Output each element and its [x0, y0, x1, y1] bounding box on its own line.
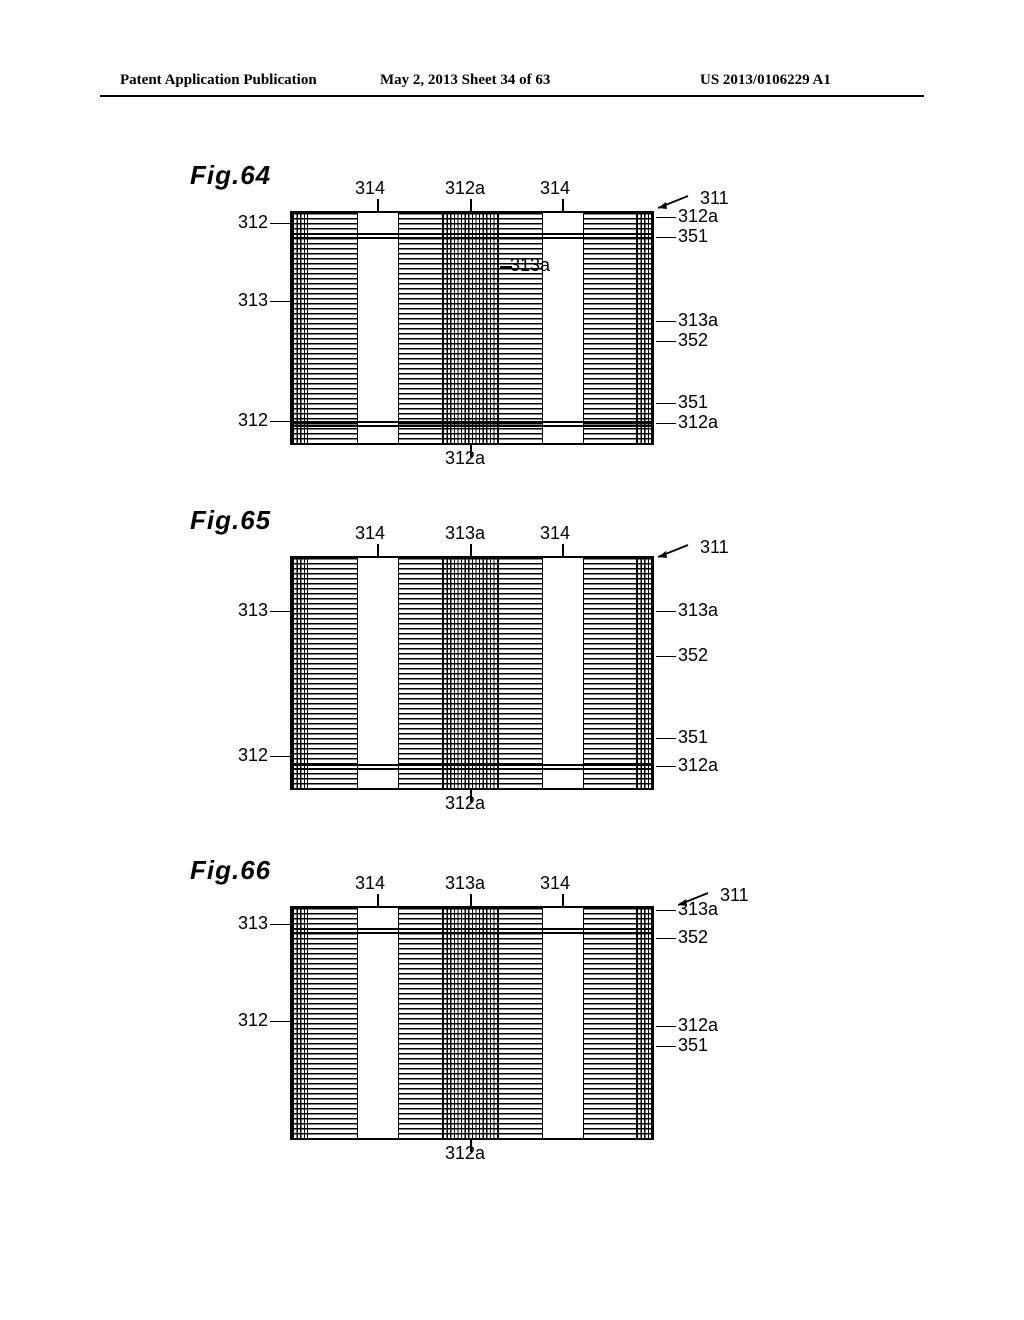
lbl-351-r: 351	[678, 1035, 708, 1056]
figure-64-block: Fig.64 314 312a 314 311	[190, 160, 890, 445]
figure-64-diagram	[290, 211, 654, 445]
lbl-314-r: 314	[540, 178, 570, 199]
tick-314l	[377, 894, 379, 906]
sep-top	[292, 233, 652, 235]
lbl-312a-r1: 312a	[678, 206, 718, 227]
lbl-351-r1: 351	[678, 226, 708, 247]
lbl-313a-r: 313a	[678, 310, 718, 331]
lbl-313a-r: 313a	[678, 600, 718, 621]
ref-arrow-311: 311	[720, 885, 749, 906]
sep-bot	[292, 421, 652, 423]
sep-top2	[292, 932, 652, 934]
sep-top2	[292, 237, 652, 239]
lbl-312: 312	[238, 745, 268, 766]
lbl-312a-r2: 312a	[678, 412, 718, 433]
lbl-352-r: 352	[678, 645, 708, 666]
lbl-313a-in: 313a	[510, 255, 550, 276]
col-left	[292, 213, 308, 443]
lbl-352-r: 352	[678, 330, 708, 351]
tick-314r	[562, 199, 564, 211]
figure-66-diagram	[290, 906, 654, 1140]
lbl-314-r: 314	[540, 523, 570, 544]
col-right	[636, 213, 652, 443]
col-right	[636, 558, 652, 788]
lbl-351-r2: 351	[678, 392, 708, 413]
col-mid	[442, 558, 499, 788]
lbl-312a-t: 312a	[445, 178, 485, 199]
patent-page: Patent Application Publication May 2, 20…	[0, 0, 1024, 1320]
lbl-313: 313	[238, 600, 268, 621]
ldr-313a	[500, 266, 512, 268]
lbl-312a-r: 312a	[678, 755, 718, 776]
tick-312a	[470, 199, 472, 211]
ref-311: 311	[700, 537, 729, 557]
lbl-312a-r: 312a	[678, 1015, 718, 1036]
pub-number: US 2013/0106229 A1	[700, 72, 831, 89]
lbl-312a-b: 312a	[445, 448, 485, 469]
tick-314r	[562, 894, 564, 906]
figure-65-diagram	[290, 556, 654, 790]
sep-bot2	[292, 425, 652, 427]
header-rule	[100, 95, 924, 97]
gap-314-left	[357, 558, 399, 788]
tick-314l	[377, 544, 379, 556]
col-left	[292, 558, 308, 788]
lbl-351-r: 351	[678, 727, 708, 748]
gap-314-left	[357, 213, 399, 443]
lbl-314-r: 314	[540, 873, 570, 894]
tick-313a	[470, 894, 472, 906]
lbl-313a-t: 313a	[445, 873, 485, 894]
lbl-352-r: 352	[678, 927, 708, 948]
sheet-number: May 2, 2013 Sheet 34 of 63	[380, 72, 550, 89]
figure-66-block: Fig.66 314 313a 314 311 313 312 313a 352	[190, 855, 890, 1140]
lbl-314-l: 314	[355, 178, 385, 199]
lbl-312a-b: 312a	[445, 1143, 485, 1164]
lbl-312: 312	[238, 1010, 268, 1031]
sep-bot2	[292, 768, 652, 770]
sep-top	[292, 928, 652, 930]
lbl-312a-b: 312a	[445, 793, 485, 814]
gap-314-right	[542, 908, 584, 1138]
lbl-313a-r: 313a	[678, 899, 718, 920]
lbl-314-l: 314	[355, 523, 385, 544]
lbl-312-b: 312	[238, 410, 268, 431]
ref-311: 311	[700, 188, 729, 208]
tick-314l	[377, 199, 379, 211]
col-mid	[442, 908, 499, 1138]
lbl-314-l: 314	[355, 873, 385, 894]
tick-313a	[470, 544, 472, 556]
col-mid	[442, 213, 499, 443]
lbl-313: 313	[238, 290, 268, 311]
gap-314-right	[542, 213, 584, 443]
tick-314r	[562, 544, 564, 556]
sep-bot	[292, 764, 652, 766]
col-left	[292, 908, 308, 1138]
lbl-313a-t: 313a	[445, 523, 485, 544]
gap-314-left	[357, 908, 399, 1138]
figure-65-block: Fig.65 314 313a 314 311 313 312 313a	[190, 505, 890, 790]
lbl-313: 313	[238, 913, 268, 934]
pub-type: Patent Application Publication	[120, 72, 317, 89]
col-right	[636, 908, 652, 1138]
gap-314-right	[542, 558, 584, 788]
lbl-312-t: 312	[238, 212, 268, 233]
ref-311: 311	[720, 885, 749, 905]
ref-arrow-311: 311	[700, 537, 729, 558]
